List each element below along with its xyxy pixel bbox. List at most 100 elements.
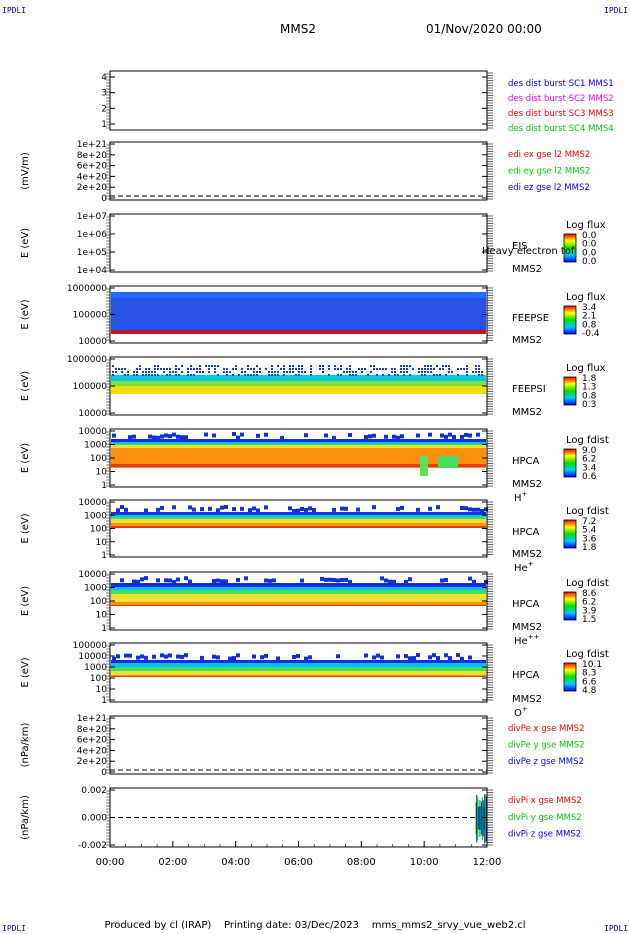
hpca-spike <box>332 577 336 582</box>
ytick-label: 10000 <box>78 498 107 508</box>
colorbar-tick: 5.4 <box>582 526 597 536</box>
hpca-band-orange <box>111 675 486 676</box>
y-axis-label: E (eV) <box>20 299 31 329</box>
feepsi-dot <box>154 374 156 376</box>
ytick-label: 0 <box>101 768 107 778</box>
hpca-spike <box>344 506 348 511</box>
hpca-spike <box>136 655 140 660</box>
hpca-spike <box>132 579 136 584</box>
hpca-spike <box>200 655 204 660</box>
feepsi-dot <box>247 374 249 376</box>
colorbar-title: Log fdist <box>566 435 609 446</box>
feepsi-dot <box>328 365 330 367</box>
hpca-spike <box>416 507 420 512</box>
feepsi-dot <box>172 371 174 373</box>
feepsi-dot <box>298 371 300 373</box>
ytick-label: 3 <box>101 89 107 99</box>
feepsi-dot <box>205 365 207 367</box>
feepsi-dot <box>442 365 444 367</box>
feepsi-dot <box>466 371 468 373</box>
feepsi-dot <box>175 368 177 370</box>
colorbar-tick: 0.0 <box>582 231 597 241</box>
colorbar-tick: -0.4 <box>582 329 600 339</box>
hpca-spike <box>292 654 296 659</box>
feepsi-dot <box>277 371 279 373</box>
feepse-mid <box>111 327 486 330</box>
hpca-band-green <box>111 517 486 520</box>
feepsi-dot <box>226 368 228 370</box>
y-axis-label: (nPa/km) <box>20 723 31 768</box>
hpca-spike <box>204 432 208 437</box>
feepsi-dot <box>190 374 192 376</box>
colorbar-tick: 9.0 <box>582 446 597 456</box>
ytick-label: -0.002 <box>78 841 107 851</box>
spacecraft-label: MMS2 <box>512 479 542 490</box>
feepsi-dot <box>280 368 282 370</box>
feepsi-dot <box>121 368 123 370</box>
feepsi-dot <box>289 368 291 370</box>
hpca-spike <box>264 653 268 658</box>
feepsi-dot <box>145 374 147 376</box>
hpca-spike <box>240 506 244 511</box>
ytick-label: 1000000 <box>67 284 107 294</box>
hpca-spike <box>304 656 308 661</box>
colorbar-title: Log fdist <box>566 649 609 660</box>
hpca-spike <box>216 508 220 513</box>
feepsi-dot <box>283 368 285 370</box>
feepsi-dot <box>148 368 150 370</box>
colorbar <box>563 662 577 692</box>
hpca-spike <box>184 435 188 440</box>
hpca-spike <box>224 505 228 510</box>
colorbar-tick: 6.6 <box>582 677 597 687</box>
ytick-label: 1 <box>101 481 107 491</box>
colorbar-tick: 3.6 <box>582 534 597 544</box>
ytick-label: 1e+07 <box>77 212 107 222</box>
hpca-spike <box>468 576 472 581</box>
feepsi-dot <box>424 371 426 373</box>
hpca-band-orange <box>111 523 486 528</box>
hpca-spike <box>464 432 468 437</box>
hpca-spike <box>364 435 368 440</box>
ytick-label: 1e+21 <box>77 140 107 150</box>
hpca-spike <box>336 578 340 583</box>
species-label: H+ <box>514 490 528 504</box>
feepsi-cyan <box>111 375 486 385</box>
hpca-spike <box>460 656 464 661</box>
feepsi-dot <box>154 365 156 367</box>
hpca-spike <box>400 505 404 510</box>
hpca-band-orange <box>111 602 486 605</box>
feepsi-dot <box>481 374 483 376</box>
xtick-label: 12:00 <box>473 857 502 868</box>
hpca-spike <box>428 655 432 660</box>
hpca-spike <box>192 507 196 512</box>
hpca-spike <box>444 434 448 439</box>
feepsi-dot <box>274 371 276 373</box>
ytick-label: 10 <box>96 685 108 695</box>
instrument-label: HPCA <box>512 456 540 467</box>
feepsi-dot <box>292 365 294 367</box>
feepsi-dot <box>157 368 159 370</box>
feepsi-dot <box>394 371 396 373</box>
feepsi-dot <box>418 371 420 373</box>
feepsi-dot <box>376 368 378 370</box>
hpca-spike <box>288 506 292 511</box>
feepsi-dot <box>412 368 414 370</box>
hpca-spike <box>336 654 340 659</box>
hpca-spike <box>324 433 328 438</box>
feepsi-dot <box>166 374 168 376</box>
hpca-spike <box>160 653 164 658</box>
colorbar-title: Log flux <box>566 363 606 374</box>
feepsi-dot <box>181 365 183 367</box>
feepsi-dot <box>403 371 405 373</box>
colorbar-tick: 2.1 <box>582 312 596 322</box>
hpca-spike <box>272 578 276 583</box>
corner-label-bottom-left: IPDLI <box>2 924 27 933</box>
hpca-spike <box>124 653 128 658</box>
ytick-label: 2e+20 <box>77 183 108 193</box>
feepsi-dot <box>457 368 459 370</box>
feepsi-dot <box>370 365 372 367</box>
corner-label-top-left: IPDLI <box>2 6 27 15</box>
feepsi-dot <box>448 365 450 367</box>
hpca-spike <box>440 578 444 583</box>
ytick-label: 1000 <box>84 584 107 594</box>
